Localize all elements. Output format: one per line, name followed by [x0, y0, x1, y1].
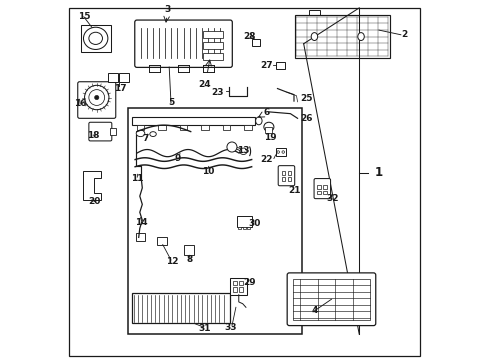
Bar [242, 227, 245, 229]
Text: 19: 19 [264, 133, 276, 142]
Ellipse shape [89, 90, 104, 105]
Text: 18: 18 [87, 131, 99, 140]
Ellipse shape [264, 122, 273, 132]
Text: 9: 9 [175, 154, 181, 163]
Text: 1: 1 [374, 166, 382, 179]
Text: 28: 28 [243, 32, 255, 41]
FancyBboxPatch shape [135, 20, 232, 67]
Bar [232, 281, 237, 285]
Bar [238, 227, 241, 229]
Bar [308, 10, 319, 15]
FancyBboxPatch shape [89, 122, 112, 141]
Bar [158, 125, 165, 130]
Ellipse shape [255, 117, 262, 125]
Text: 6: 6 [263, 108, 269, 117]
Text: 31: 31 [199, 324, 211, 333]
Text: 16: 16 [74, 99, 86, 108]
Bar [252, 39, 260, 45]
Bar [236, 216, 251, 227]
Ellipse shape [94, 95, 99, 100]
Bar [239, 281, 243, 285]
Text: 30: 30 [247, 219, 260, 228]
Bar [156, 237, 166, 245]
Text: 26: 26 [300, 114, 312, 123]
Bar [292, 279, 369, 320]
Ellipse shape [84, 85, 109, 110]
Ellipse shape [310, 33, 317, 41]
Bar [275, 148, 286, 156]
Bar [81, 25, 110, 52]
Text: 17: 17 [114, 84, 127, 93]
Bar [276, 62, 285, 69]
Bar [281, 177, 285, 181]
FancyBboxPatch shape [78, 82, 116, 118]
Text: 5: 5 [167, 98, 174, 107]
Ellipse shape [83, 27, 108, 49]
Text: 24: 24 [198, 81, 211, 90]
Text: 13: 13 [237, 146, 249, 155]
Bar [317, 185, 320, 189]
Bar [203, 42, 223, 49]
FancyBboxPatch shape [278, 166, 294, 186]
Bar [287, 171, 290, 175]
Polygon shape [83, 171, 101, 200]
Text: 10: 10 [202, 167, 214, 176]
Bar [108, 73, 118, 82]
Text: 2: 2 [400, 30, 407, 39]
Text: 8: 8 [186, 255, 193, 264]
Text: 20: 20 [88, 197, 101, 206]
Bar [230, 278, 247, 295]
Bar [203, 53, 223, 60]
FancyBboxPatch shape [286, 273, 375, 325]
Bar [183, 245, 194, 255]
Text: 11: 11 [130, 175, 143, 184]
Text: 21: 21 [288, 186, 300, 195]
Bar [223, 125, 230, 130]
Ellipse shape [239, 148, 246, 154]
Bar [136, 233, 144, 241]
Text: 14: 14 [135, 218, 147, 227]
Bar [137, 125, 144, 130]
Bar [131, 293, 230, 323]
Text: 33: 33 [224, 323, 237, 332]
Bar [281, 171, 285, 175]
Bar [201, 125, 208, 130]
Text: 32: 32 [325, 194, 338, 203]
Text: 27: 27 [259, 61, 272, 70]
Bar [239, 287, 243, 292]
Ellipse shape [357, 33, 364, 41]
Bar [323, 191, 326, 194]
Bar [128, 108, 301, 334]
Bar [110, 128, 116, 135]
FancyBboxPatch shape [313, 179, 330, 199]
Text: 7: 7 [142, 134, 149, 143]
Bar [119, 73, 129, 82]
Ellipse shape [226, 142, 237, 152]
Bar [246, 227, 249, 229]
Text: 3: 3 [164, 5, 170, 14]
Bar [203, 31, 223, 39]
Text: 29: 29 [243, 278, 255, 287]
Text: 23: 23 [211, 87, 223, 96]
Bar [265, 127, 272, 133]
Bar [287, 177, 290, 181]
Text: 12: 12 [166, 257, 179, 266]
Bar [244, 125, 251, 130]
Text: 25: 25 [300, 94, 312, 103]
Text: 4: 4 [310, 306, 317, 315]
Text: 22: 22 [260, 155, 272, 164]
Bar [131, 117, 255, 125]
Bar [180, 125, 187, 130]
Bar [317, 191, 320, 194]
Bar [232, 287, 237, 292]
Bar [294, 15, 389, 58]
Text: 15: 15 [78, 12, 90, 21]
Bar [323, 185, 326, 189]
